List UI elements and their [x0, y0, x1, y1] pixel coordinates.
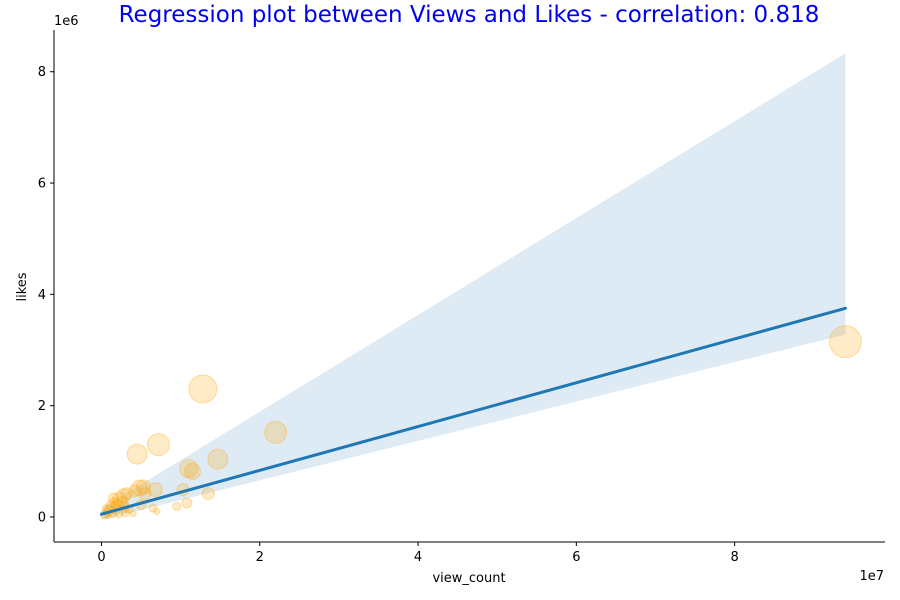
x-tick-label-0: 0: [97, 550, 105, 565]
scatter-point-10: [201, 487, 215, 501]
scatter-point-14: [128, 484, 142, 498]
scatter-point-37: [181, 497, 193, 509]
confidence-band: [101, 53, 846, 520]
scatter-point-35: [153, 507, 161, 515]
scatter-point-36: [172, 501, 182, 511]
y-tick-label-4: 8: [38, 65, 46, 80]
scatter-point-5: [207, 448, 229, 470]
y-ticks-layer: 0 2 4 6 8: [38, 65, 54, 525]
scatter-point-34: [148, 503, 158, 513]
y-tick-label-0: 0: [38, 510, 46, 525]
scatter-point-16: [116, 488, 132, 504]
x-tick-label-2: 4: [414, 550, 422, 565]
confidence-band-layer: [101, 53, 846, 520]
scatter-point-7: [184, 462, 201, 480]
y-tick-label-3: 6: [38, 177, 46, 192]
scatter-points-layer: [100, 325, 862, 520]
scatter-point-4: [126, 443, 148, 465]
scatter-point-2: [264, 420, 288, 444]
x-tick-label-1: 2: [256, 550, 264, 565]
chart-title: Regression plot between Views and Likes …: [119, 2, 820, 28]
x-axis-label: view_count: [432, 571, 505, 586]
regression-line: [99, 306, 847, 516]
y-tick-label-2: 4: [38, 288, 46, 303]
scatter-point-8: [147, 482, 163, 498]
scatter-point-0: [828, 325, 862, 359]
axes-layer: [53, 30, 885, 543]
x-ticks-layer: 0 2 4 6 8: [97, 542, 739, 565]
scatter-point-3: [146, 433, 170, 457]
scatter-point-6: [179, 459, 199, 479]
scatter-point-15: [120, 487, 134, 501]
scatter-point-32: [129, 510, 137, 518]
scatter-point-13: [138, 487, 152, 501]
y-offset-label: 1e6: [54, 14, 79, 29]
regression-line-layer: [99, 306, 847, 516]
scatter-point-1: [188, 374, 218, 404]
x-tick-label-4: 8: [730, 550, 738, 565]
y-axis-label: likes: [15, 272, 30, 301]
x-tick-label-3: 6: [572, 550, 580, 565]
scatter-point-11: [130, 479, 148, 497]
scatter-point-17: [112, 491, 128, 507]
x-offset-label: 1e7: [859, 569, 884, 584]
scatter-point-20: [108, 496, 120, 508]
scatter-point-39: [107, 492, 119, 504]
scatter-point-12: [135, 479, 151, 495]
y-tick-label-1: 2: [38, 399, 46, 414]
